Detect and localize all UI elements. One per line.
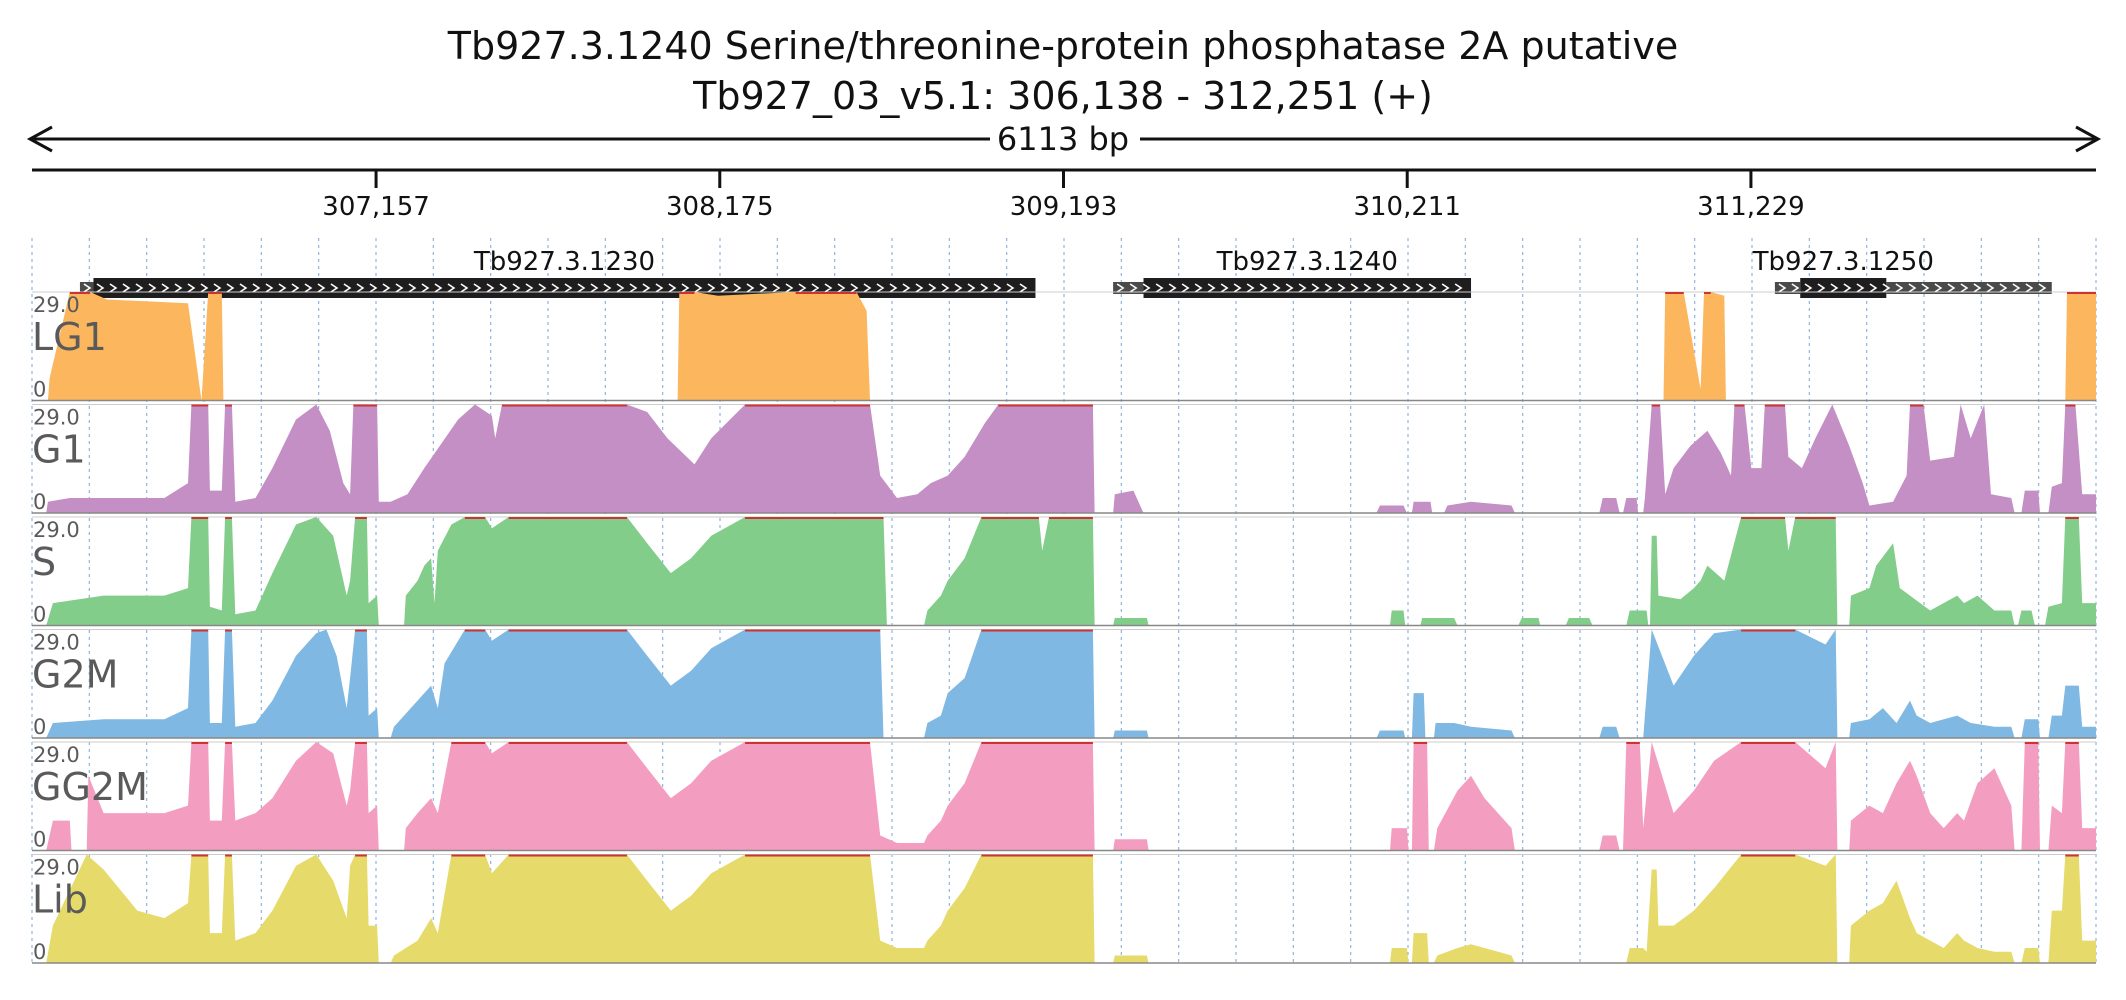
series-name: G1 xyxy=(32,428,86,472)
gene-cds xyxy=(1800,278,1887,298)
coverage-area xyxy=(32,292,2096,401)
gene-cds xyxy=(93,278,1036,298)
series-name: Lib xyxy=(32,878,88,922)
coverage-track-gg2m: 29.0 0 GG2M xyxy=(32,741,2096,852)
coverage-area xyxy=(32,854,2096,963)
coverage-tracks: 29.00LG129.00G129.00S29.00G2M29.00GG2M29… xyxy=(32,291,2096,964)
gene-feature: Tb927.3.1240 xyxy=(1113,247,1472,298)
y-max-label: 29.0 xyxy=(33,518,80,542)
y-min-label: 0 xyxy=(33,828,46,852)
y-max-label: 29.0 xyxy=(33,856,80,880)
coverage-area xyxy=(32,629,2096,738)
span-arrow-left-icon xyxy=(26,125,53,153)
gene-utr xyxy=(79,282,94,294)
coverage-track-g2m: 29.0 0 G2M xyxy=(32,629,2096,739)
y-min-label: 0 xyxy=(33,715,46,739)
coverage-track-lib: 29.0 0 Lib xyxy=(32,854,2096,964)
strand-chevron-icon xyxy=(83,283,1028,293)
coverage-track-lg1: 29.0 0 LG1 xyxy=(32,291,2096,402)
span-label: 6113 bp xyxy=(997,120,1129,158)
span-indicator: 6113 bp xyxy=(26,120,2102,158)
coverage-area xyxy=(32,517,2096,626)
y-max-label: 29.0 xyxy=(33,406,80,430)
chart-title: Tb927.3.1240 Serine/threonine-protein ph… xyxy=(447,24,1679,68)
y-max-label: 29.0 xyxy=(33,743,80,767)
y-min-label: 0 xyxy=(33,378,46,402)
x-tick-label: 308,175 xyxy=(666,192,774,222)
strand-chevron-icon xyxy=(1116,283,1463,293)
coverage-area xyxy=(32,742,2096,851)
x-tick-label: 309,193 xyxy=(1010,192,1118,222)
gene-label: Tb927.3.1240 xyxy=(1216,247,1398,277)
series-name: LG1 xyxy=(32,315,107,359)
x-axis: 307,157 308,175 309,193 310,211 311,229 xyxy=(32,168,2096,222)
y-max-label: 29.0 xyxy=(33,293,80,317)
gene-utr xyxy=(1886,282,2052,294)
gene-cds xyxy=(1143,278,1472,298)
strand-chevron-icon xyxy=(1778,283,2047,293)
y-min-label: 0 xyxy=(33,940,46,964)
coverage-track-g1: 29.0 0 G1 xyxy=(32,404,2096,514)
y-min-label: 0 xyxy=(33,490,46,514)
x-tick-label: 311,229 xyxy=(1697,192,1805,222)
y-max-label: 29.0 xyxy=(33,631,80,655)
gene-feature: Tb927.3.1250 xyxy=(1752,247,2052,298)
series-name: G2M xyxy=(32,653,118,697)
series-name: S xyxy=(32,540,56,584)
coverage-track-s: 29.0 0 S xyxy=(32,516,2096,627)
series-name: GG2M xyxy=(32,765,148,809)
chart-subtitle: Tb927_03_v5.1: 306,138 - 312,251 (+) xyxy=(693,74,1433,118)
x-tick-label: 307,157 xyxy=(322,192,430,222)
x-tick-label: 310,211 xyxy=(1353,192,1461,222)
gene-label: Tb927.3.1250 xyxy=(1752,247,1934,277)
span-arrow-right-icon xyxy=(2075,125,2102,153)
gene-utr xyxy=(1113,282,1144,294)
y-min-label: 0 xyxy=(33,603,46,627)
coverage-area xyxy=(32,404,2096,513)
gene-label: Tb927.3.1230 xyxy=(473,247,655,277)
